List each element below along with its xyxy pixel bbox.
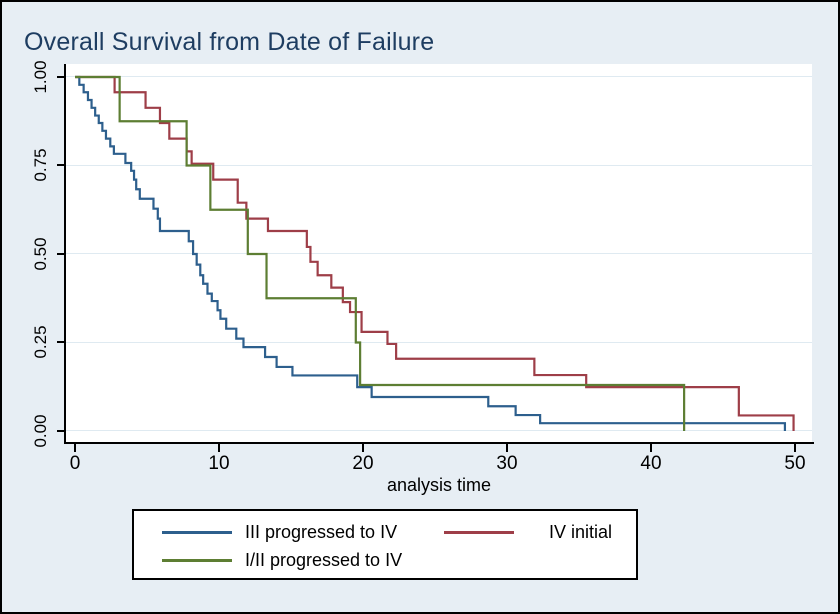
gridline-1.00 — [66, 76, 812, 77]
gridline-0.75 — [66, 165, 812, 166]
y-tick-label-0.25: 0.25 — [31, 325, 50, 359]
x-tick-20 — [362, 444, 364, 452]
y-tick-0.50 — [57, 253, 66, 255]
x-tick-label-40: 40 — [640, 453, 662, 474]
gridline-0.00 — [66, 430, 812, 431]
y-tick-0.25 — [57, 341, 66, 343]
x-tick-label-20: 20 — [352, 453, 374, 474]
x-axis-title: analysis time — [386, 475, 492, 495]
y-tick-0.00 — [57, 430, 66, 432]
curve-iv-initial — [75, 75, 795, 431]
gridline-0.25 — [66, 342, 812, 343]
x-tick-label-10: 10 — [208, 453, 230, 474]
gridline-0.50 — [66, 253, 812, 254]
legend-line-iv-initial — [444, 531, 514, 534]
x-tick-label-30: 30 — [496, 453, 518, 474]
y-tick-0.75 — [57, 164, 66, 166]
plot-area — [66, 64, 812, 442]
x-tick-0 — [74, 444, 76, 452]
y-tick-1.00 — [57, 76, 66, 78]
x-tick-10 — [218, 444, 220, 452]
x-tick-30 — [506, 444, 508, 452]
y-tick-label-1.00: 1.00 — [31, 60, 50, 94]
legend-line-iii-progressed-to-iv — [162, 531, 232, 534]
curve-i-ii-progressed-to-iv — [75, 75, 686, 431]
y-tick-label-0.50: 0.50 — [31, 237, 50, 271]
survival-curves-svg — [75, 75, 795, 431]
legend-box: III progressed to IV IV initial I/II pro… — [132, 509, 638, 580]
legend-label-iv-initial: IV initial — [549, 522, 613, 542]
curve-iii-progressed-to-iv — [75, 75, 787, 431]
legend-label-iii-progressed-to-iv: III progressed to IV — [245, 522, 398, 542]
x-axis-line — [64, 442, 814, 444]
x-tick-label-0: 0 — [69, 453, 81, 474]
x-tick-label-50: 50 — [784, 453, 806, 474]
x-tick-40 — [650, 444, 652, 452]
chart-title: Overall Survival from Date of Failure — [24, 28, 435, 56]
x-tick-50 — [794, 444, 796, 452]
y-tick-label-0.00: 0.00 — [31, 414, 50, 448]
y-tick-label-0.75: 0.75 — [31, 148, 50, 182]
legend-label-i-ii-progressed-to-iv: I/II progressed to IV — [245, 550, 403, 570]
legend-line-i-ii-progressed-to-iv — [162, 559, 232, 562]
